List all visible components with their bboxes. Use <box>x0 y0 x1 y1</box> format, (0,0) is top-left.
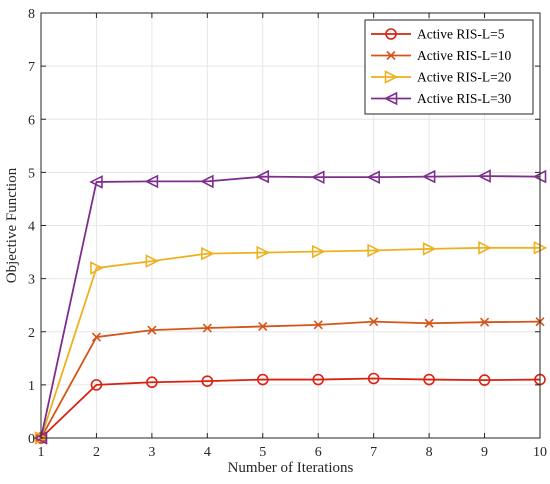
series-2-point <box>369 317 379 327</box>
series-3-point <box>367 243 381 258</box>
series-4-point <box>89 175 103 189</box>
x-tick-label: 2 <box>93 445 100 460</box>
legend-label: Active RIS-L=30 <box>417 91 511 106</box>
y-tick-label: 5 <box>28 166 35 181</box>
legend-marker <box>385 28 397 40</box>
y-tick-label: 8 <box>28 7 35 22</box>
y-tick-label: 2 <box>28 326 35 341</box>
y-tick-label: 7 <box>28 60 35 75</box>
x-tick-label: 8 <box>426 445 433 460</box>
series-2-point <box>202 323 212 333</box>
series-1-point <box>256 373 269 386</box>
x-tick-label: 6 <box>315 445 322 460</box>
series-3-point <box>145 254 160 268</box>
legend-marker <box>383 91 398 106</box>
x-tick-label: 9 <box>481 445 488 460</box>
x-tick-label: 7 <box>370 445 377 460</box>
y-tick-label: 1 <box>28 379 35 394</box>
series-1-point <box>146 376 158 389</box>
series-1-point <box>367 372 380 385</box>
legend-marker <box>384 70 399 84</box>
x-axis-title: Number of Iterations <box>228 460 354 476</box>
legend-label: Active RIS-L=10 <box>417 48 511 63</box>
x-tick-label: 10 <box>533 445 547 460</box>
x-axis: 1 2 3 4 5 6 7 8 9 10 <box>38 13 547 460</box>
series-2-point <box>91 332 102 342</box>
series-2-point <box>424 318 434 328</box>
series-line-2 <box>40 320 541 439</box>
series-4-point <box>477 169 491 183</box>
x-tick-label: 3 <box>148 445 155 460</box>
series-4-point <box>200 174 214 189</box>
series-lines <box>40 175 541 439</box>
series-3-point <box>90 261 104 275</box>
legend: Active RIS-L=5 Active RIS-L=10 Active RIS-… <box>364 19 534 115</box>
series-2-point <box>313 320 323 330</box>
series-line-4 <box>40 175 541 439</box>
y-axis-title: Objective Function <box>4 167 20 283</box>
series-4-point <box>144 174 159 189</box>
x-tick-label: 4 <box>204 445 211 460</box>
series-1-point <box>90 379 103 391</box>
y-tick-label: 4 <box>28 220 35 235</box>
y-tick-label: 0 <box>28 432 35 447</box>
series-1-point <box>201 375 214 387</box>
series-3-point <box>311 244 326 259</box>
series-2-point <box>147 325 157 335</box>
series-3-point <box>201 246 215 261</box>
y-axis: 0 1 2 3 4 5 6 7 8 <box>28 7 540 447</box>
series-3-point <box>478 241 492 255</box>
y-tick-label: 3 <box>28 273 35 288</box>
series-4-point <box>421 169 436 184</box>
series-3-point <box>422 242 437 256</box>
legend-marker <box>386 50 396 61</box>
x-tick-label: 5 <box>259 445 266 460</box>
series-3-point <box>256 245 271 260</box>
series-1-point <box>478 374 491 386</box>
series-1-point <box>312 373 325 386</box>
series-line-1 <box>40 377 541 439</box>
series-4-point <box>366 170 380 184</box>
series-2-point <box>479 317 490 327</box>
series-4-point <box>255 169 270 184</box>
series-1-point <box>423 373 435 386</box>
legend-label: Active RIS-L=5 <box>417 27 505 42</box>
legend-label: Active RIS-L=20 <box>417 70 511 85</box>
series-line-3 <box>40 246 540 439</box>
series-4-point <box>310 170 325 184</box>
y-tick-label: 6 <box>28 113 35 128</box>
x-tick-label: 1 <box>38 445 45 460</box>
series-2-point <box>258 321 268 332</box>
